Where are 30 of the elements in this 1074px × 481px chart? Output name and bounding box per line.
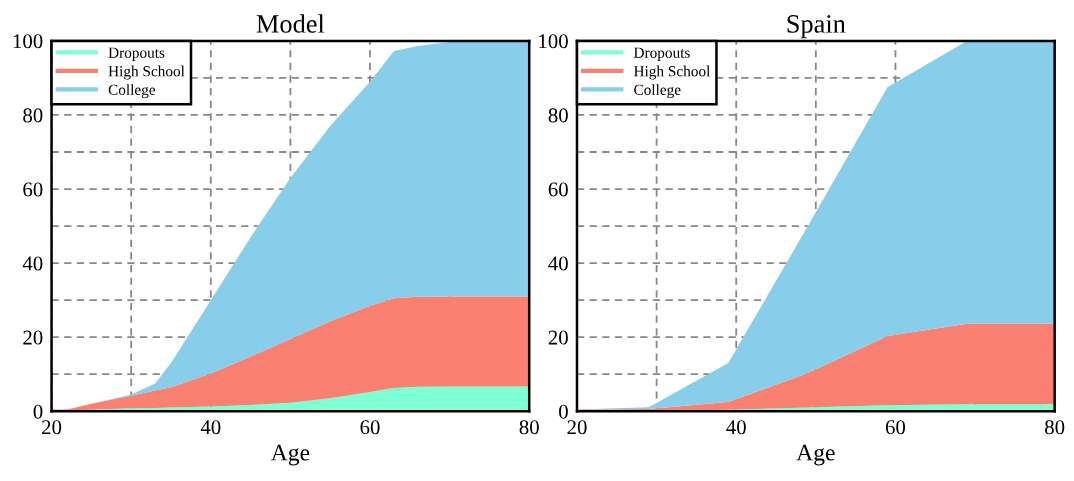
chart-title: Spain [787, 15, 846, 39]
legend-label: College [634, 84, 681, 99]
y-tick-label: 0 [33, 404, 43, 419]
x-tick-label: 80 [519, 420, 539, 435]
y-tick-label: 100 [13, 34, 43, 49]
y-tick-label: 80 [548, 108, 568, 123]
x-tick-label: 40 [200, 420, 221, 435]
y-tick-label: 20 [548, 330, 568, 345]
y-tick-label: 100 [539, 34, 568, 49]
legend-label: High School [633, 65, 711, 80]
x-tick-label: 60 [360, 420, 380, 435]
x-tick-label: 60 [885, 420, 906, 435]
x-axis-title: Age [796, 444, 835, 466]
x-tick-label: 20 [567, 420, 587, 435]
chart-title: Model [256, 14, 325, 33]
x-tick-label: 40 [726, 420, 746, 435]
y-tick-label: 40 [548, 256, 568, 271]
x-axis-title: Age [270, 444, 310, 466]
y-tick-label: 60 [548, 182, 568, 197]
y-tick-label: 40 [22, 256, 43, 271]
y-tick-label: 0 [559, 404, 568, 419]
legend-label: College [108, 84, 156, 99]
legend-label: Dropouts [633, 47, 690, 61]
legend-label: Dropouts [108, 47, 165, 61]
x-tick-label: 80 [1045, 420, 1065, 435]
y-tick-label: 80 [23, 108, 43, 123]
y-tick-label: 20 [23, 330, 43, 345]
x-tick-label: 20 [42, 420, 62, 435]
legend-label: High School [108, 65, 185, 80]
y-tick-label: 60 [23, 182, 43, 197]
